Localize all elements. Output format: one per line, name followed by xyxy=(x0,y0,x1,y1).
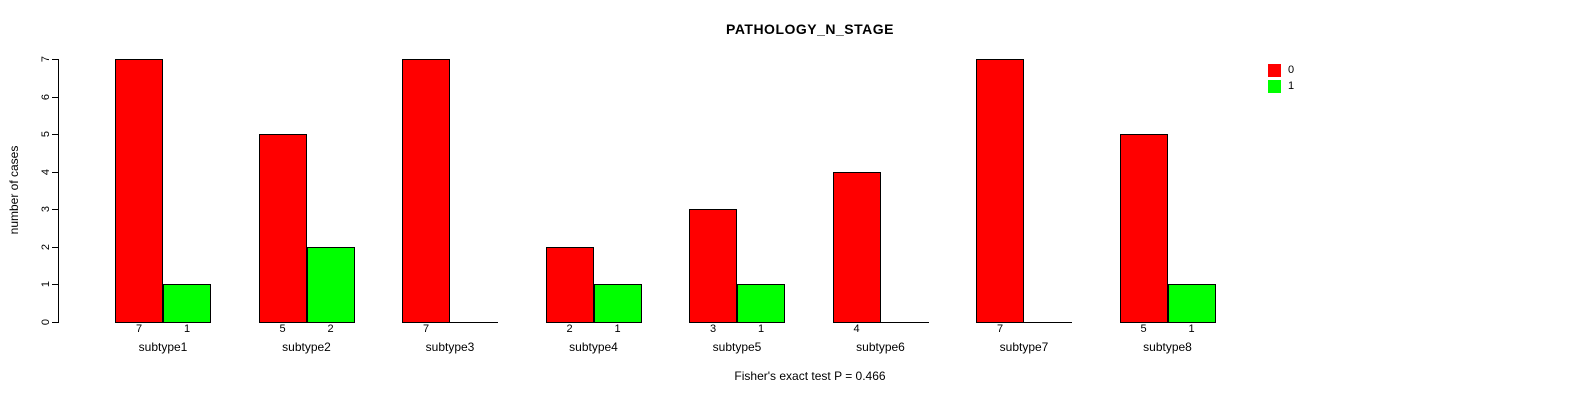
category-label: subtype8 xyxy=(1143,340,1192,354)
bar-value-label: 7 xyxy=(135,323,143,335)
bar-value-label: 2 xyxy=(566,323,573,335)
bar xyxy=(545,246,594,323)
bar xyxy=(1119,134,1168,323)
category-label: subtype7 xyxy=(999,340,1049,354)
bar xyxy=(258,134,307,323)
y-tick-label: 4 xyxy=(40,168,52,175)
y-tick-label: 7 xyxy=(40,55,52,63)
y-tick xyxy=(52,284,58,286)
y-axis-line xyxy=(58,59,59,323)
bar-value-label: 1 xyxy=(614,323,621,335)
category-label: subtype6 xyxy=(856,340,905,354)
y-tick-label: 0 xyxy=(40,318,52,326)
y-tick xyxy=(52,322,58,323)
y-tick xyxy=(52,134,58,136)
category-label: subtype4 xyxy=(569,340,618,354)
legend-label: 0 xyxy=(1288,64,1295,76)
legend-label: 1 xyxy=(1288,79,1295,92)
y-tick xyxy=(52,171,58,173)
bar-value-label: 2 xyxy=(327,323,334,335)
y-tick-label: 3 xyxy=(40,206,52,213)
category-label: subtype2 xyxy=(282,340,331,354)
bar-value-label: 5 xyxy=(279,323,286,335)
zero-bar-line xyxy=(450,322,498,323)
bar xyxy=(306,246,355,323)
bar xyxy=(593,284,642,323)
bar xyxy=(976,59,1024,323)
legend-swatch xyxy=(1268,64,1281,77)
bar xyxy=(402,59,450,323)
bar-value-label: 7 xyxy=(422,323,430,335)
bar-value-label: 1 xyxy=(1188,323,1195,335)
y-tick xyxy=(52,96,58,98)
y-tick-label: 1 xyxy=(40,281,52,288)
bar xyxy=(689,209,737,323)
zero-bar-line xyxy=(1024,322,1072,323)
bar xyxy=(832,171,881,323)
y-tick-label: 6 xyxy=(40,93,52,100)
y-tick-label: 2 xyxy=(40,243,52,250)
bar-value-label: 5 xyxy=(1140,323,1147,335)
legend-swatch xyxy=(1268,79,1281,93)
bar-value-label: 1 xyxy=(757,323,765,335)
category-label: subtype5 xyxy=(712,340,762,354)
caption: Fisher's exact test P = 0.466 xyxy=(734,369,886,383)
bar-value-label: 3 xyxy=(709,323,717,335)
category-label: subtype1 xyxy=(138,340,188,354)
bar-value-label: 7 xyxy=(996,323,1004,335)
y-tick-label: 5 xyxy=(40,131,52,138)
zero-bar-line xyxy=(880,322,929,323)
bar xyxy=(1167,284,1216,323)
bar xyxy=(737,284,785,323)
y-tick xyxy=(52,59,58,60)
category-label: subtype3 xyxy=(425,340,475,354)
bar xyxy=(163,284,211,323)
chart-title: PATHOLOGY_N_STAGE xyxy=(726,21,894,37)
y-tick xyxy=(52,246,58,248)
y-axis-label: number of cases xyxy=(7,145,21,235)
bar-value-label: 1 xyxy=(183,323,191,335)
y-tick xyxy=(52,209,58,211)
bar-value-label: 4 xyxy=(853,323,860,335)
bar xyxy=(115,59,163,323)
